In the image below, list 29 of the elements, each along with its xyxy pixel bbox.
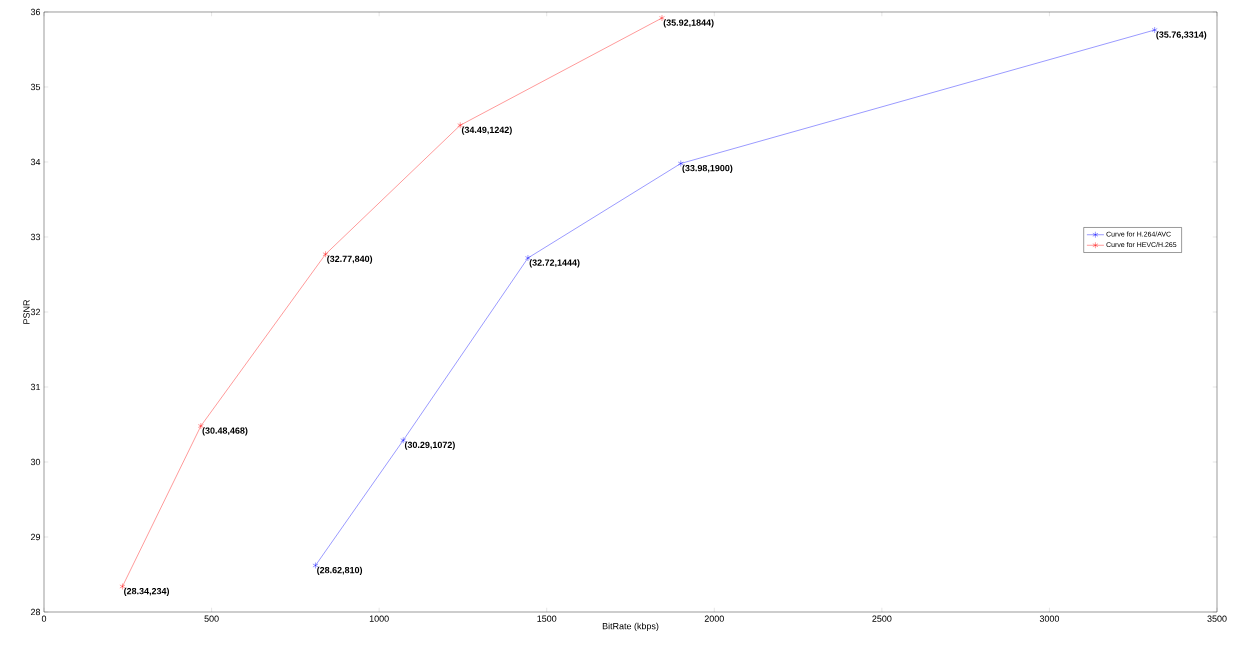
y-tick-label: 35 (30, 83, 41, 91)
annotation: (33.98,1900) (682, 164, 733, 174)
y-tick-label: 36 (30, 8, 41, 16)
y-tick-label: 32 (30, 308, 41, 316)
x-tick-label: 2500 (872, 615, 892, 622)
y-tick-label: 31 (30, 383, 41, 391)
x-tick-label: 3000 (1039, 615, 1060, 622)
annotation: (30.48,468) (202, 427, 248, 436)
annotation: (30.29,1072) (404, 441, 455, 450)
annotation: (35.92,1844) (663, 19, 714, 28)
x-axis-title: BitRate (kbps) (602, 622, 659, 632)
y-tick-label: 29 (30, 533, 41, 541)
x-tick-label: 3500 (1207, 615, 1227, 622)
x-tick-label: 0 (41, 615, 47, 622)
x-tick-label: 1500 (537, 615, 557, 622)
annotation: (34.49,1242) (461, 126, 512, 135)
y-axis-title: PSNR (23, 299, 30, 324)
y-tick-label: 30 (30, 458, 41, 466)
annotation: (32.77,840) (327, 255, 373, 264)
annotation: (32.72,1444) (529, 259, 580, 268)
y-tick-label: 34 (30, 158, 41, 166)
y-tick-label: 33 (30, 233, 41, 241)
annotation: (28.34,234) (124, 587, 170, 597)
x-tick-label: 500 (204, 615, 219, 622)
x-tick-label: 1000 (369, 615, 389, 622)
annotation: (35.76,3314) (1156, 31, 1207, 40)
y-tick-label: 28 (30, 608, 41, 616)
annotation: (28.62,810) (317, 566, 363, 576)
x-tick-label: 2000 (704, 615, 724, 622)
